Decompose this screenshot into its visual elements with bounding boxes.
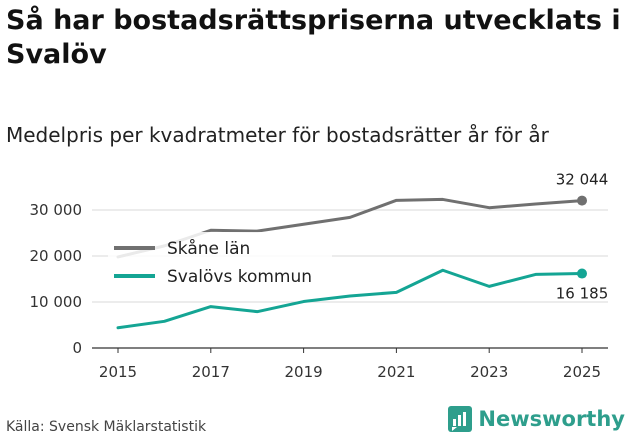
end-label-svalov: 16 185: [556, 285, 609, 303]
y-axis-tick-labels: 0 10 000 20 000 30 000: [30, 201, 83, 357]
end-marker-skane: [577, 195, 587, 206]
x-tick-label: 2015: [99, 363, 137, 381]
legend-background: [108, 232, 332, 294]
y-tick-label: 20 000: [30, 247, 83, 265]
x-tick-label: 2021: [377, 363, 415, 381]
series-line-svalov: [116, 268, 584, 330]
brand-name: Newsworthy: [478, 407, 625, 431]
end-labels: 32 044 16 185: [556, 171, 609, 303]
chart-title: Så har bostadsrättspriserna utvecklats i…: [6, 5, 621, 70]
x-tick-label: 2023: [470, 363, 508, 381]
x-tick-label: 2017: [192, 363, 230, 381]
newsworthy-icon: [448, 406, 473, 432]
source-note: Källa: Svensk Mäklarstatistik: [6, 419, 207, 435]
end-marker-svalov: [577, 268, 587, 279]
end-label-skane: 32 044: [556, 171, 609, 189]
x-tick-label: 2025: [563, 363, 601, 381]
legend-label-svalov: Svalövs kommun: [167, 267, 312, 287]
legend: Skåne län Svalövs kommun: [108, 232, 332, 294]
chart-subtitle: Medelpris per kvadratmeter för bostadsrä…: [6, 123, 549, 147]
y-tick-label: 10 000: [30, 293, 83, 311]
brand-logo: Newsworthy: [448, 406, 625, 432]
x-tick-label: 2019: [285, 363, 323, 381]
y-tick-label: 0: [72, 339, 82, 357]
legend-label-skane: Skåne län: [167, 238, 250, 259]
x-axis-tick-labels: 2015 2017 2019 2021 2023 2025: [99, 348, 601, 381]
line-chart: 0 10 000 20 000 30 000 2015 2017 2019 2021 2023…: [30, 171, 609, 381]
y-tick-label: 30 000: [30, 201, 83, 219]
